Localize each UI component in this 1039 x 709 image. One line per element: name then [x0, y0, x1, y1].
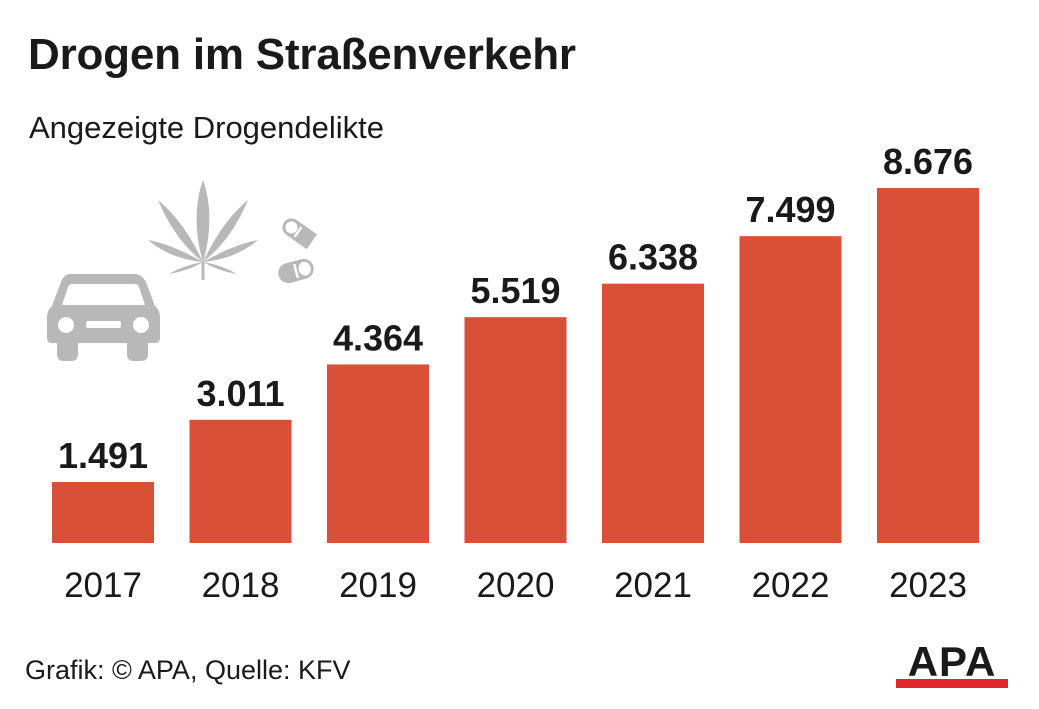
x-axis-tick-labels: 2017 2018 2019 2020 2021 2022 2023	[64, 566, 967, 605]
value-labels-group: 1.491 3.011 4.364 5.519 6.338 7.499 8.676	[58, 141, 973, 476]
bar-2019	[327, 364, 429, 543]
bar-2020	[464, 317, 567, 543]
logo-text: APA	[908, 640, 997, 685]
x-tick-label-2022: 2022	[752, 566, 830, 605]
pills-icon	[278, 218, 318, 284]
source-note: Grafik: © APA, Quelle: KFV	[25, 655, 351, 685]
value-label-2019: 4.364	[333, 317, 423, 358]
x-tick-label-2019: 2019	[339, 566, 417, 605]
chart-title: Drogen im Straßenverkehr	[28, 30, 576, 79]
car-icon	[47, 274, 160, 361]
bar-chart: 1.491 3.011 4.364 5.519 6.338 7.499 8.676 2017…	[47, 141, 979, 605]
bar-2023	[877, 188, 979, 543]
bar-2017	[52, 481, 154, 543]
x-tick-label-2020: 2020	[477, 566, 555, 605]
chart-subtitle: Angezeigte Drogendelikte	[29, 110, 385, 145]
bar-2021	[602, 283, 704, 543]
value-label-2017: 1.491	[58, 435, 148, 476]
value-label-2023: 8.676	[883, 141, 973, 182]
cannabis-leaf-icon	[148, 180, 258, 280]
x-tick-label-2021: 2021	[614, 566, 692, 605]
bar-2018	[189, 419, 292, 543]
value-label-2022: 7.499	[745, 189, 835, 230]
bar-2022	[739, 236, 842, 544]
value-label-2020: 5.519	[470, 270, 560, 311]
x-tick-label-2017: 2017	[64, 566, 142, 605]
x-tick-label-2018: 2018	[202, 566, 280, 605]
apa-logo: APA	[896, 640, 1008, 688]
x-tick-label-2023: 2023	[889, 566, 967, 605]
bars-group	[52, 188, 979, 544]
value-label-2018: 3.011	[196, 373, 284, 414]
value-label-2021: 6.338	[608, 237, 698, 278]
logo-red-stripe	[896, 679, 1008, 688]
